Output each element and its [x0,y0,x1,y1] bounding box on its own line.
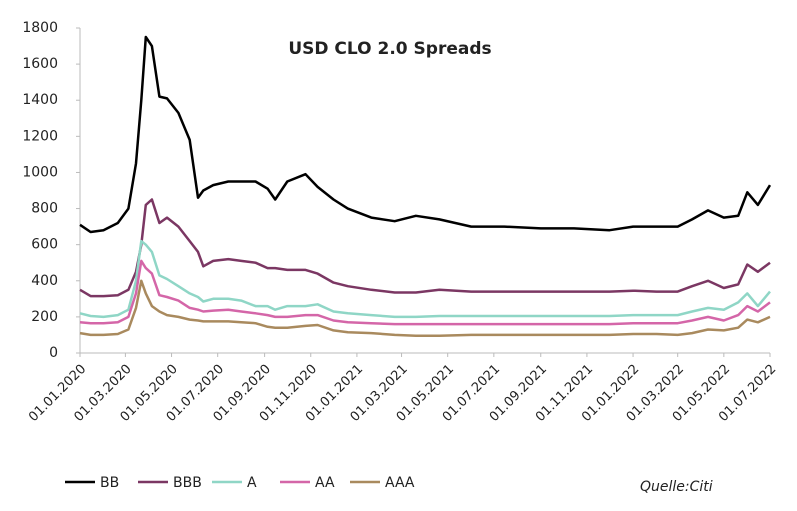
source-note: Quelle:Citi [640,479,713,495]
y-tick-label: 0 [49,345,58,361]
legend-label: BBB [173,475,202,491]
y-tick-label: 800 [31,201,58,217]
y-tick-label: 1200 [22,128,58,144]
chart-title: USD CLO 2.0 Spreads [288,39,491,59]
series-line [79,279,771,338]
series-line [79,239,771,319]
series-line [79,198,771,298]
legend-label: BB [100,475,119,491]
series-line [79,259,771,326]
legend-label: AA [315,475,335,491]
series-line [79,35,772,234]
y-tick-label: 1000 [22,164,58,180]
y-tick-label: 1600 [22,56,58,72]
y-tick-label: 600 [31,237,58,253]
y-tick-label: 1400 [22,92,58,108]
y-tick-label: 400 [31,273,58,289]
y-tick-label: 200 [31,309,58,325]
legend-label: AAA [385,475,415,491]
y-tick-label: 1800 [22,20,58,36]
legend-label: A [247,475,257,491]
